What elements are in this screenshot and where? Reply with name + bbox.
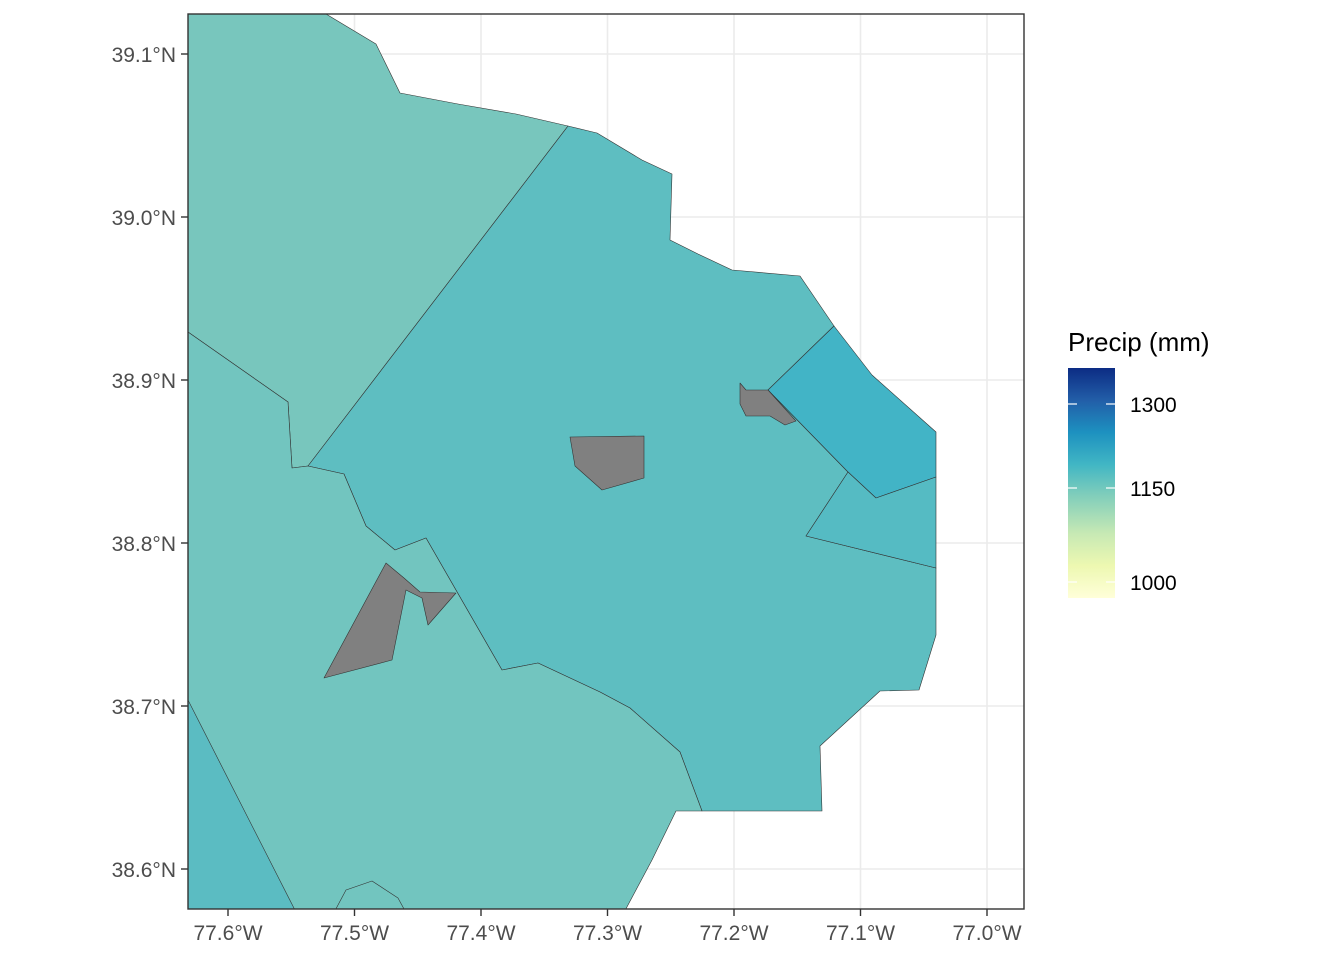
- x-tick-label: 77.6°W: [193, 922, 262, 945]
- y-tick-label: 38.9°N: [112, 370, 176, 393]
- x-tick-label: 77.3°W: [573, 922, 642, 945]
- x-tick-label: 77.1°W: [826, 922, 895, 945]
- legend-label: 1000: [1130, 572, 1177, 595]
- missing-data-region[interactable]: [569, 435, 645, 491]
- x-tick-label: 77.4°W: [446, 922, 515, 945]
- map-regions: [188, 14, 937, 920]
- y-tick-label: 38.8°N: [112, 533, 176, 556]
- legend-label: 1300: [1130, 394, 1177, 417]
- x-tick-label: 77.5°W: [320, 922, 389, 945]
- southwest-corner-region[interactable]: [188, 699, 300, 920]
- legend-ticks: [1068, 403, 1115, 583]
- legend-label: 1150: [1130, 478, 1175, 501]
- y-tick-label: 39.0°N: [112, 207, 176, 230]
- x-tick-label: 77.0°W: [952, 922, 1021, 945]
- missing-data-region[interactable]: [739, 382, 797, 426]
- southwest-region-edge: [335, 880, 405, 909]
- legend-colorbar: [1068, 368, 1115, 598]
- southwest-region[interactable]: [188, 331, 703, 920]
- y-tick-label: 39.1°N: [112, 44, 176, 67]
- southeast-strip-region[interactable]: [805, 471, 937, 569]
- missing-data-region[interactable]: [323, 562, 457, 679]
- color-legend: Precip (mm) 1300 1150 1000: [1068, 327, 1210, 598]
- plot-panel-border: [187, 13, 1025, 910]
- x-axis: 77.6°W 77.5°W 77.4°W 77.3°W 77.2°W 77.1°…: [193, 909, 1022, 945]
- y-tick-label: 38.7°N: [112, 696, 176, 719]
- x-tick-label: 77.2°W: [699, 922, 768, 945]
- y-axis: 39.1°N 39.0°N 38.9°N 38.8°N 38.7°N 38.6°…: [112, 44, 188, 882]
- legend-title: Precip (mm): [1068, 327, 1210, 357]
- y-tick-label: 38.6°N: [112, 859, 176, 882]
